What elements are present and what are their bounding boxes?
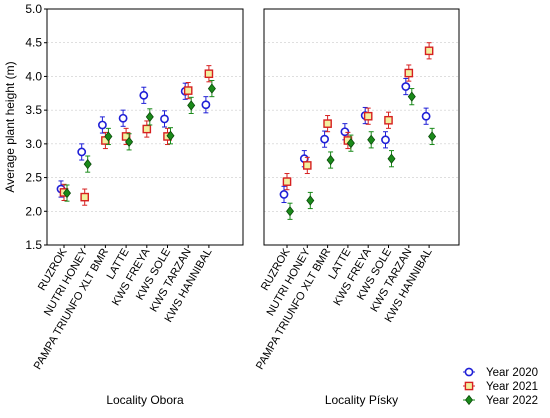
data-point — [98, 120, 107, 130]
y-tick-label: 2.5 — [25, 171, 42, 185]
data-point — [404, 68, 414, 78]
data-point — [363, 111, 373, 121]
data-point — [387, 153, 396, 164]
data-point — [421, 111, 431, 121]
legend-label: Year 2021 — [486, 381, 538, 393]
y-tick-label: 4.0 — [25, 69, 42, 83]
data-point — [187, 100, 196, 111]
series-2 — [282, 42, 434, 191]
data-point — [104, 131, 113, 142]
data-point — [83, 158, 92, 170]
plot-frame — [46, 8, 244, 246]
series-1 — [279, 77, 431, 204]
data-point — [204, 69, 214, 79]
data-point — [285, 206, 295, 217]
data-point — [326, 154, 335, 166]
data-point — [303, 161, 312, 170]
data-point — [340, 127, 350, 137]
panel-label: Locality Písky — [325, 393, 398, 407]
data-point — [160, 114, 169, 124]
data-point — [381, 135, 390, 145]
data-point — [139, 90, 149, 100]
data-point — [346, 138, 355, 149]
y-tick-label: 3.5 — [25, 103, 42, 117]
legend-marker — [464, 367, 474, 377]
series-3 — [285, 88, 437, 220]
data-point — [367, 134, 376, 145]
data-point — [118, 113, 128, 123]
y-axis-label: Average plant height (m) — [3, 61, 17, 192]
data-point — [323, 119, 332, 128]
legend-label: Year 2022 — [486, 395, 538, 407]
series-3 — [62, 79, 216, 202]
data-point — [401, 82, 411, 91]
legend: Year 2020 Year 2021 Year 2022 — [463, 367, 538, 407]
data-point — [201, 100, 211, 110]
data-point — [145, 111, 154, 123]
y-tick-label: 3.0 — [25, 137, 42, 151]
data-point — [428, 131, 437, 142]
data-point — [142, 124, 152, 134]
data-point — [407, 91, 416, 102]
data-point — [80, 192, 89, 202]
legend-marker — [464, 381, 474, 391]
legend-label: Year 2020 — [486, 367, 538, 379]
data-point — [282, 177, 292, 186]
y-tick-label: 2.0 — [25, 204, 42, 218]
data-point — [424, 46, 434, 56]
data-point — [62, 187, 72, 199]
data-point — [125, 136, 134, 147]
data-point — [121, 132, 131, 141]
legend-marker — [464, 394, 474, 406]
plot-frame — [263, 8, 460, 246]
data-point — [279, 190, 289, 199]
data-point — [183, 86, 193, 95]
panel-label: Locality Obora — [106, 393, 184, 407]
y-tick-label: 5.0 — [25, 2, 42, 16]
y-tick-label: 4.5 — [25, 36, 42, 50]
data-point — [207, 83, 216, 94]
series-2 — [59, 65, 214, 206]
data-point — [166, 130, 175, 141]
data-point — [384, 115, 393, 125]
series-1 — [56, 82, 211, 198]
data-point — [320, 134, 329, 144]
data-point — [77, 147, 87, 157]
y-tick-label: 1.5 — [25, 238, 42, 252]
data-point — [306, 195, 315, 206]
